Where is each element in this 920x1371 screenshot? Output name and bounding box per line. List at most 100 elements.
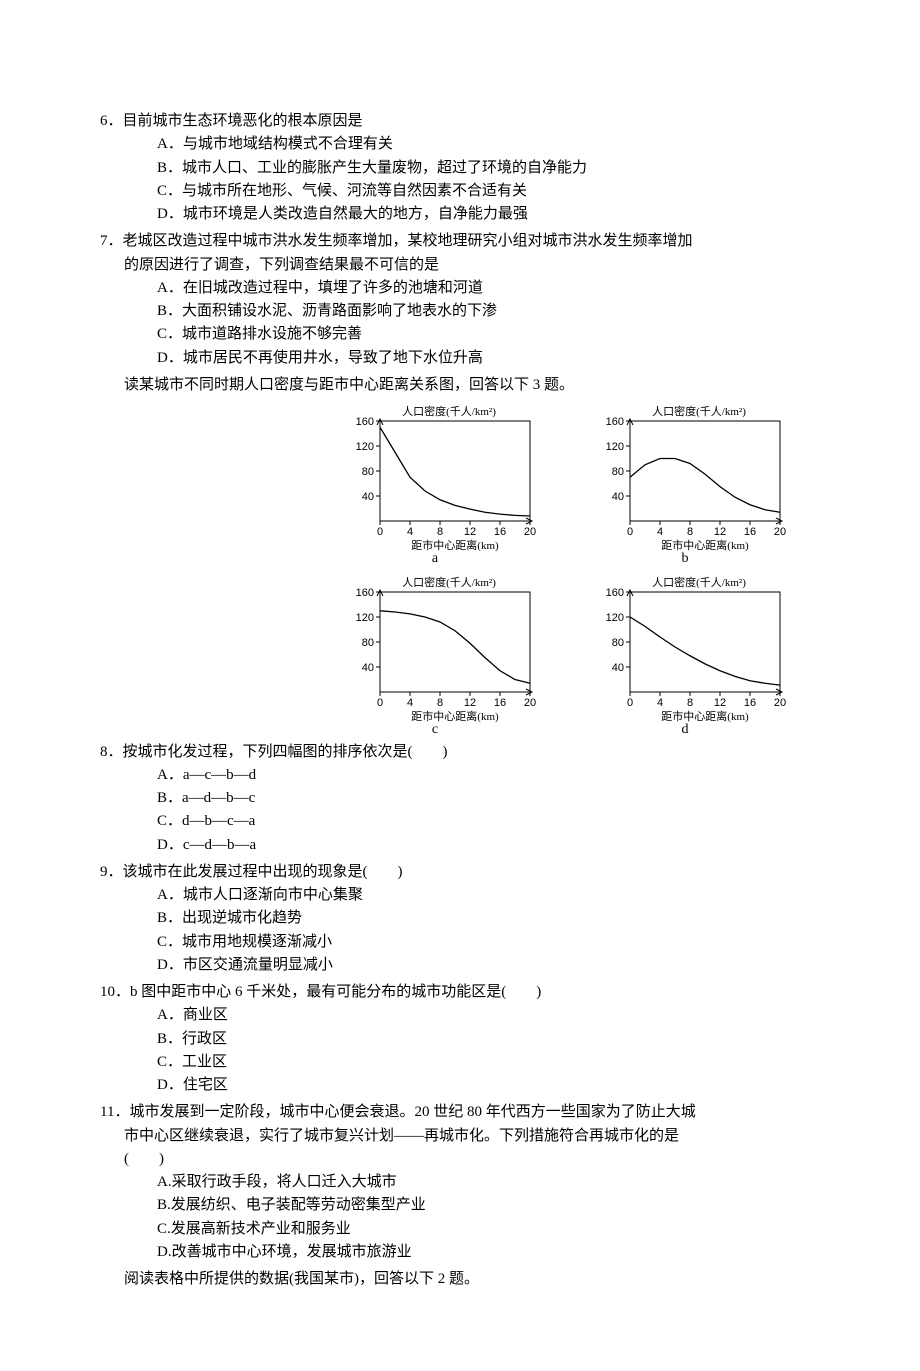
q7-opt-a: A．在旧城改造过程中，填埋了许多的池塘和河道 <box>157 277 920 300</box>
svg-text:160: 160 <box>356 587 374 599</box>
svg-text:8: 8 <box>437 697 443 709</box>
svg-text:8: 8 <box>687 526 693 538</box>
svg-text:16: 16 <box>744 526 756 538</box>
svg-text:4: 4 <box>407 526 413 538</box>
q10-text: b 图中距市中心 6 千米处，最有可能分布的城市功能区是( ) <box>130 984 541 1000</box>
q9-opt-a: A．城市人口逐渐向市中心集聚 <box>157 884 920 907</box>
q6-stem: 6．目前城市生态环境恶化的根本原因是（ ） <box>100 110 920 133</box>
svg-text:4: 4 <box>407 697 413 709</box>
q9-options: A．城市人口逐渐向市中心集聚 B．出现逆城市化趋势 C．城市用地规模逐渐减小 D… <box>100 884 920 977</box>
chart-c-label: c <box>320 722 550 739</box>
q8-opt-c: C．d—b—c—a <box>157 810 920 833</box>
q10-opt-c: C．工业区 <box>157 1051 920 1074</box>
svg-text:40: 40 <box>362 491 374 503</box>
svg-text:120: 120 <box>356 441 374 453</box>
q11-number: 11． <box>100 1104 129 1120</box>
chart-d-svg: 人口密度(千人/km²)4080120160048121620距市中心距离(km… <box>580 574 790 724</box>
svg-text:12: 12 <box>714 697 726 709</box>
q7-number: 7． <box>100 233 123 249</box>
svg-text:距市中心距离(km): 距市中心距离(km) <box>411 538 499 552</box>
svg-text:16: 16 <box>494 526 506 538</box>
q8-number: 8． <box>100 744 123 760</box>
chart-a-svg: 人口密度(千人/km²) 40 80 120 160 0 4 8 12 16 20 距市中心距离(km… <box>330 403 540 553</box>
chart-a-label: a <box>320 551 550 568</box>
q10-opt-b: B．行政区 <box>157 1028 920 1051</box>
q11-opt-a: A.采取行政手段，将人口迁入大城市 <box>157 1171 920 1194</box>
svg-text:80: 80 <box>612 637 624 649</box>
svg-text:8: 8 <box>437 526 443 538</box>
svg-text:12: 12 <box>464 697 476 709</box>
q10-opt-d: D．住宅区 <box>157 1074 920 1097</box>
charts-grid: 人口密度(千人/km²)4080120160048121620距市中心距离(km… <box>320 403 800 739</box>
svg-text:人口密度(千人/km²): 人口密度(千人/km²) <box>402 404 496 418</box>
svg-text:120: 120 <box>356 612 374 624</box>
q9-opt-c: C．城市用地规模逐渐减小 <box>157 931 920 954</box>
svg-text:16: 16 <box>494 697 506 709</box>
q7-text2: 的原因进行了调查，下列调查结果最不可信的是 <box>124 257 439 273</box>
q6-number: 6． <box>100 113 123 129</box>
q6-opt-d: D．城市环境是人类改造自然最大的地方，自净能力最强 <box>157 203 920 226</box>
q10-opt-a: A．商业区 <box>157 1004 920 1027</box>
chart-c-svg: 人口密度(千人/km²)4080120160048121620距市中心距离(km… <box>330 574 540 724</box>
q11-stem-line2: 市中心区继续衰退，实行了城市复兴计划——再城市化。下列措施符合再城市化的是 <box>100 1125 920 1148</box>
svg-text:距市中心距离(km): 距市中心距离(km) <box>661 538 749 552</box>
q11-paren: ( ) <box>100 1148 920 1171</box>
svg-text:160: 160 <box>356 416 374 428</box>
svg-text:4: 4 <box>657 526 663 538</box>
svg-text:4: 4 <box>657 697 663 709</box>
svg-text:12: 12 <box>464 526 476 538</box>
q9-stem: 9．该城市在此发展过程中出现的现象是( ) <box>100 861 920 884</box>
chart-b-label: b <box>570 551 800 568</box>
svg-text:160: 160 <box>606 416 624 428</box>
q7-opt-d: D．城市居民不再使用井水，导致了地下水位升高 <box>157 347 920 370</box>
q7-text1: 老城区改造过程中城市洪水发生频率增加，某校地理研究小组对城市洪水发生频率增加 <box>123 233 693 249</box>
q11-stem-line1: 11．城市发展到一定阶段，城市中心便会衰退。20 世纪 80 年代西方一些国家为… <box>100 1101 920 1124</box>
svg-text:8: 8 <box>687 697 693 709</box>
svg-text:人口密度(千人/km²): 人口密度(千人/km²) <box>652 404 746 418</box>
q10-stem: 10．b 图中距市中心 6 千米处，最有可能分布的城市功能区是( ) <box>100 981 920 1004</box>
q6-opt-c: C．与城市所在地形、气候、河流等自然因素不合适有关 <box>157 180 920 203</box>
svg-text:80: 80 <box>612 466 624 478</box>
svg-text:120: 120 <box>606 612 624 624</box>
svg-text:人口密度(千人/km²): 人口密度(千人/km²) <box>402 575 496 589</box>
q11-opt-b: B.发展纺织、电子装配等劳动密集型产业 <box>157 1194 920 1217</box>
chart-a: 人口密度(千人/km²) 40 80 120 160 0 4 8 12 16 20 距市中心距离(km… <box>320 403 550 568</box>
svg-text:40: 40 <box>362 662 374 674</box>
q7-stem-line2: 的原因进行了调查，下列调查结果最不可信的是（ ） <box>100 254 920 277</box>
svg-text:距市中心距离(km): 距市中心距离(km) <box>411 709 499 723</box>
q11-opt-d: D.改善城市中心环境，发展城市旅游业 <box>157 1241 920 1264</box>
svg-text:40: 40 <box>612 491 624 503</box>
q6-text: 目前城市生态环境恶化的根本原因是 <box>123 113 363 129</box>
svg-text:120: 120 <box>606 441 624 453</box>
svg-text:0: 0 <box>627 697 633 709</box>
q6-options: A．与城市地域结构模式不合理有关 B．城市人口、工业的膨胀产生大量废物，超过了环… <box>100 133 920 226</box>
q9-opt-b: B．出现逆城市化趋势 <box>157 907 920 930</box>
svg-text:80: 80 <box>362 637 374 649</box>
q6-opt-a: A．与城市地域结构模式不合理有关 <box>157 133 920 156</box>
svg-text:16: 16 <box>744 697 756 709</box>
svg-text:160: 160 <box>606 587 624 599</box>
q9-text: 该城市在此发展过程中出现的现象是( ) <box>123 864 403 880</box>
svg-text:距市中心距离(km): 距市中心距离(km) <box>661 709 749 723</box>
svg-text:20: 20 <box>774 697 786 709</box>
svg-text:20: 20 <box>524 526 536 538</box>
charts-intro: 读某城市不同时期人口密度与距市中心距离关系图，回答以下 3 题。 <box>100 374 920 397</box>
svg-text:0: 0 <box>377 697 383 709</box>
q7-opt-b: B．大面积铺设水泥、沥青路面影响了地表水的下渗 <box>157 300 920 323</box>
svg-text:12: 12 <box>714 526 726 538</box>
q8-opt-a: A．a—c—b—d <box>157 764 920 787</box>
svg-text:0: 0 <box>377 526 383 538</box>
chart-c: 人口密度(千人/km²)4080120160048121620距市中心距离(km… <box>320 574 550 739</box>
svg-text:80: 80 <box>362 466 374 478</box>
q9-opt-d: D．市区交通流量明显减小 <box>157 954 920 977</box>
q8-opt-d: D．c—d—b—a <box>157 834 920 857</box>
svg-text:20: 20 <box>774 526 786 538</box>
q8-text: 按城市化发过程，下列四幅图的排序依次是( ) <box>123 744 448 760</box>
chart-d-label: d <box>570 722 800 739</box>
q11-opt-c: C.发展高新技术产业和服务业 <box>157 1218 920 1241</box>
q10-options: A．商业区 B．行政区 C．工业区 D．住宅区 <box>100 1004 920 1097</box>
q8-options: A．a—c—b—d B．a—d—b—c C．d—b—c—a D．c—d—b—a <box>100 764 920 857</box>
chart-b-svg: 人口密度(千人/km²)4080120160048121620距市中心距离(km… <box>580 403 790 553</box>
q6-opt-b: B．城市人口、工业的膨胀产生大量废物，超过了环境的自净能力 <box>157 157 920 180</box>
chart-d: 人口密度(千人/km²)4080120160048121620距市中心距离(km… <box>570 574 800 739</box>
